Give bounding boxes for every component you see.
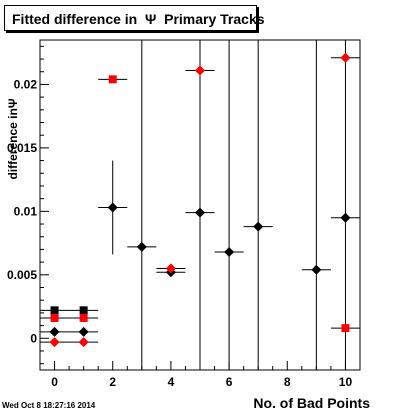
data-point bbox=[49, 326, 60, 337]
chart-title: Fitted difference in Ψ Primary Tracks bbox=[12, 11, 265, 27]
y-tick-label: 0 bbox=[30, 331, 37, 345]
data-point bbox=[49, 337, 60, 348]
data-markers bbox=[49, 52, 351, 348]
data-point bbox=[311, 264, 322, 275]
y-tick-label: 0.01 bbox=[14, 204, 38, 218]
x-tick-label: 8 bbox=[284, 375, 291, 389]
data-point bbox=[340, 52, 351, 63]
data-point bbox=[79, 306, 88, 315]
data-point bbox=[340, 212, 351, 223]
data-point bbox=[108, 75, 117, 84]
data-point bbox=[78, 337, 89, 348]
y-tick-label: 0.015 bbox=[7, 141, 37, 155]
x-tick-label: 10 bbox=[339, 375, 353, 389]
data-point bbox=[50, 306, 59, 315]
data-point bbox=[224, 246, 235, 257]
timestamp: Wed Oct 8 18:27:16 2014 bbox=[2, 401, 96, 410]
data-point bbox=[79, 313, 88, 322]
y-axis-label: difference inΨ bbox=[6, 98, 20, 179]
data-point bbox=[253, 221, 264, 232]
x-tick-label: 4 bbox=[168, 375, 175, 389]
data-point bbox=[78, 326, 89, 337]
chart-title-box: Fitted difference in Ψ Primary Tracks bbox=[4, 5, 265, 31]
error-bars bbox=[40, 40, 360, 370]
data-point bbox=[136, 241, 147, 252]
x-axis-label: No. of Bad Points bbox=[253, 395, 370, 411]
data-point bbox=[341, 324, 350, 333]
x-tick-label: 0 bbox=[51, 375, 58, 389]
data-point bbox=[107, 202, 118, 213]
y-tick-label: 0.02 bbox=[14, 77, 38, 91]
axes: 0 2 4 6 8 10 0 0.005 0.01 0.015 0.02 bbox=[7, 45, 353, 389]
data-point bbox=[50, 313, 59, 322]
x-tick-label: 6 bbox=[226, 375, 233, 389]
data-point bbox=[195, 207, 205, 218]
data-point bbox=[165, 263, 176, 274]
data-point bbox=[195, 65, 205, 76]
y-tick-label: 0.005 bbox=[7, 268, 37, 282]
x-tick-label: 2 bbox=[109, 375, 116, 389]
